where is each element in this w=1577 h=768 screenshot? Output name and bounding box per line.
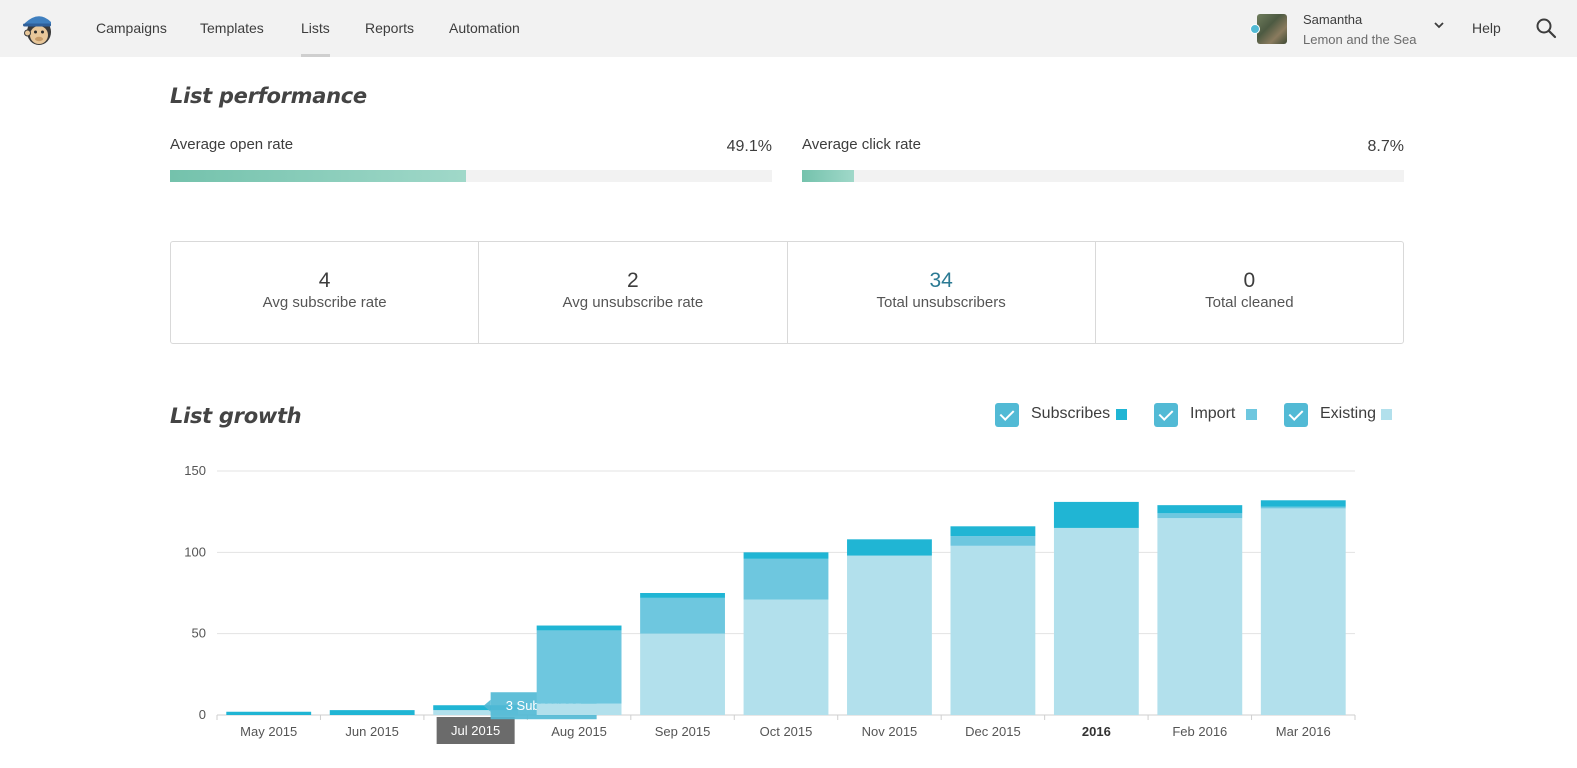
mailchimp-logo-icon[interactable]: [20, 11, 56, 47]
legend-subscribes[interactable]: Subscribes: [995, 403, 1135, 427]
search-icon[interactable]: [1535, 17, 1557, 39]
nav-automation[interactable]: Automation: [449, 20, 520, 36]
bar-segment-import: [1260, 506, 1346, 509]
y-tick-label: 0: [199, 707, 206, 722]
y-tick-label: 150: [184, 463, 206, 478]
x-tick-label: Nov 2015: [862, 724, 918, 739]
bar-segment-subscribes: [1260, 500, 1346, 507]
x-tick-label: 2016: [1082, 724, 1111, 739]
bar-segment-subscribes: [1157, 505, 1243, 514]
user-organization[interactable]: Lemon and the Sea: [1303, 32, 1417, 47]
x-tick-label: Jun 2015: [345, 724, 399, 739]
chevron-down-icon[interactable]: [1432, 18, 1446, 32]
bar-segment-existing: [640, 633, 725, 715]
x-tick-label: Jul 2015: [451, 723, 500, 738]
bar-segment-subscribes: [847, 539, 932, 556]
list-performance-title: List performance: [170, 84, 367, 108]
x-tick-label: Oct 2015: [760, 724, 813, 739]
bar-segment-existing: [1053, 527, 1139, 715]
legend-existing[interactable]: Existing: [1284, 403, 1399, 427]
bar-segment-subscribes: [1053, 501, 1139, 528]
stat-value: 4: [318, 269, 331, 292]
open-rate-label: Average open rate: [170, 136, 294, 153]
bar-segment-existing: [1157, 518, 1243, 715]
nav-templates[interactable]: Templates: [200, 20, 264, 36]
legend-label: Subscribes: [1031, 405, 1111, 422]
stat-avg-subscribe: 4 Avg subscribe rate: [171, 242, 480, 343]
stat-avg-unsubscribe: 2 Avg unsubscribe rate: [479, 242, 788, 343]
bar-segment-subscribes: [226, 711, 312, 715]
bar-segment-subscribes: [640, 593, 725, 598]
stat-label: Total unsubscribers: [876, 294, 1006, 311]
y-tick-label: 50: [192, 626, 206, 641]
bar-segment-existing: [743, 599, 829, 715]
bar-segment-subscribes: [743, 552, 829, 559]
legend-swatch: [1246, 409, 1257, 420]
x-tick-label: Feb 2016: [1172, 724, 1227, 739]
user-avatar[interactable]: [1257, 14, 1287, 44]
nav-reports[interactable]: Reports: [365, 20, 415, 36]
nav-campaigns[interactable]: Campaigns: [96, 20, 167, 36]
x-tick-label: Sep 2015: [655, 724, 711, 739]
bar-segment-subscribes: [329, 710, 415, 715]
highlighted-category-box: [436, 717, 515, 744]
help-link[interactable]: Help: [1472, 20, 1501, 36]
click-rate-label: Average click rate: [802, 136, 921, 153]
stat-total-cleaned: 0 Total cleaned: [1096, 242, 1403, 343]
total-unsubscribers-link[interactable]: 34: [929, 269, 953, 292]
bar-segment-subscribes: [536, 625, 622, 631]
bar-segment-subscribes: [433, 705, 519, 711]
bar-segment-import: [640, 597, 725, 634]
open-rate-bar-fill: [170, 170, 466, 182]
tooltip-pointer: [483, 699, 491, 712]
stat-total-unsubscribers: 34 Total unsubscribers: [788, 242, 1096, 343]
nav-lists[interactable]: Lists: [301, 0, 330, 57]
x-tick-label: Mar 2016: [1276, 724, 1331, 739]
bar-segment-existing: [950, 545, 1036, 715]
bar-segment-import: [743, 558, 829, 600]
legend-label: Existing: [1320, 405, 1377, 422]
stat-value: 2: [627, 269, 639, 292]
bar-segment-import: [1157, 513, 1243, 519]
stat-label: Avg unsubscribe rate: [562, 294, 704, 311]
checkbox-checked-icon[interactable]: [1154, 403, 1178, 427]
open-rate-bar: [170, 170, 772, 182]
legend-import[interactable]: Import: [1154, 403, 1264, 427]
bar-segment-existing: [1260, 508, 1346, 715]
stat-label: Total cleaned: [1205, 294, 1294, 311]
list-growth-title: List growth: [170, 404, 302, 428]
bar-segment-existing: [847, 555, 932, 715]
status-dot-icon: [1250, 24, 1260, 34]
bar-segment-existing: [433, 710, 519, 715]
bar-segment-subscribes: [950, 526, 1036, 537]
checkbox-checked-icon[interactable]: [1284, 403, 1308, 427]
stat-label: Avg subscribe rate: [262, 294, 387, 311]
bar-segment-import: [536, 630, 622, 704]
y-tick-label: 100: [184, 544, 206, 559]
stat-value: 0: [1243, 269, 1256, 292]
bar-segment-import: [950, 536, 1036, 546]
click-rate-bar: [802, 170, 1404, 182]
legend-swatch: [1116, 409, 1127, 420]
click-rate-value: 8.7%: [1367, 138, 1404, 155]
click-rate-bar-fill: [802, 170, 855, 182]
top-navigation: Campaigns Templates Lists Reports Automa…: [0, 0, 1577, 57]
stats-summary: 4 Avg subscribe rate 2 Avg unsubscribe r…: [170, 241, 1404, 344]
open-rate-value: 49.1%: [726, 138, 772, 155]
legend-label: Import: [1190, 405, 1236, 422]
bar-segment-existing: [536, 703, 622, 715]
legend-swatch: [1381, 409, 1392, 420]
x-tick-label: Dec 2015: [965, 724, 1021, 739]
x-tick-label: May 2015: [240, 724, 297, 739]
user-name[interactable]: Samantha: [1303, 12, 1363, 27]
x-tick-label: Aug 2015: [551, 724, 607, 739]
checkbox-checked-icon[interactable]: [995, 403, 1019, 427]
